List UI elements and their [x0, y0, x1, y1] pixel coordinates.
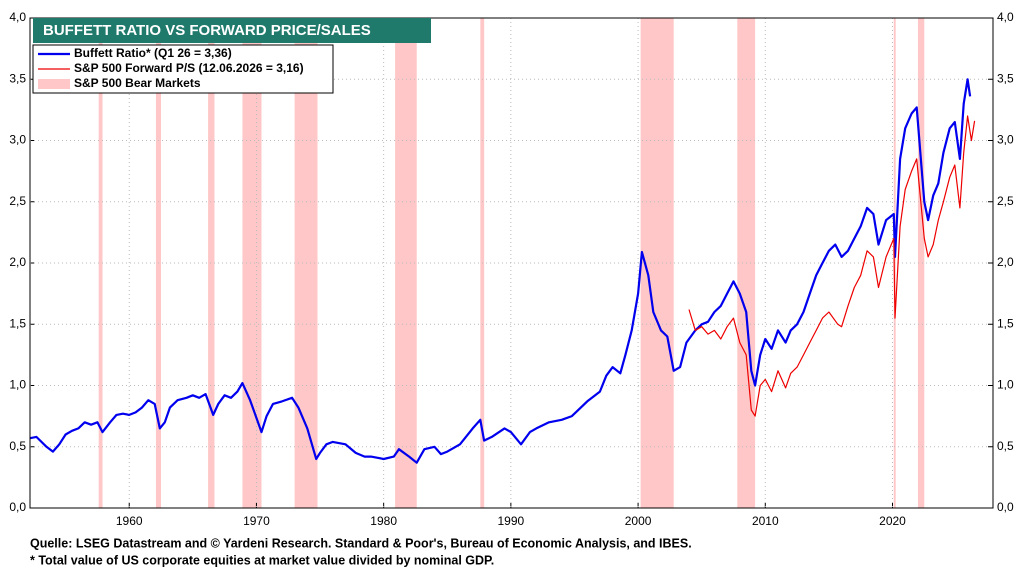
y-tick-label: 1,5: [9, 316, 26, 330]
y2-tick-label: 1,5: [997, 316, 1014, 330]
plot-border: [29, 17, 994, 509]
legend-label: S&P 500 Forward P/S (12.06.2026 = 3,16): [74, 61, 304, 75]
legend-label: Buffett Ratio* (Q1 26 = 3,36): [74, 46, 232, 60]
bear-market-band: [208, 18, 215, 508]
series-line: [688, 115, 976, 417]
bear-market-band: [395, 18, 417, 508]
lines: [29, 78, 976, 464]
legend: Buffett Ratio* (Q1 26 = 3,36)S&P 500 For…: [32, 44, 334, 94]
x-tick-label: 1960: [116, 514, 143, 528]
bear-market-band: [917, 18, 925, 508]
y2-tick-label: 4,0: [997, 10, 1014, 24]
y-tick-label: 3,5: [9, 71, 26, 85]
title-box: [33, 18, 431, 43]
source-note: Quelle: LSEG Datastream and © Yardeni Re…: [30, 536, 692, 550]
x-tick-label: 1980: [370, 514, 397, 528]
y2-tick-label: 0,5: [997, 439, 1014, 453]
y-tick-label: 2,5: [9, 194, 26, 208]
x-tick-label: 1990: [498, 514, 525, 528]
series-line: [29, 78, 972, 464]
x-tick-label: 2010: [752, 514, 779, 528]
y2-tick-label: 2,5: [997, 194, 1014, 208]
y2-tick-label: 2,0: [997, 255, 1014, 269]
bear-market-band: [242, 18, 262, 508]
y-tick-label: 3,0: [9, 133, 26, 147]
chart-title: BUFFETT RATIO VS FORWARD PRICE/SALES: [43, 22, 371, 39]
legend-label: S&P 500 Bear Markets: [74, 76, 201, 90]
y-tick-label: 4,0: [9, 10, 26, 24]
bear-market-band: [98, 18, 103, 508]
legend-box: [32, 44, 334, 94]
y2-tick-label: 3,0: [997, 133, 1014, 147]
y2-tick-label: 3,5: [997, 71, 1014, 85]
y-tick-label: 0,5: [9, 439, 26, 453]
footnote: * Total value of US corporate equities a…: [30, 553, 494, 567]
x-tick-label: 2020: [879, 514, 906, 528]
y-tick-label: 0,0: [9, 500, 26, 514]
legend-swatch: [38, 79, 70, 89]
x-tick-label: 2000: [625, 514, 652, 528]
y2-tick-label: 0,0: [997, 500, 1014, 514]
y-tick-label: 2,0: [9, 255, 26, 269]
y-tick-label: 1,0: [9, 378, 26, 392]
x-tick-label: 1970: [243, 514, 270, 528]
y2-tick-label: 1,0: [997, 378, 1014, 392]
